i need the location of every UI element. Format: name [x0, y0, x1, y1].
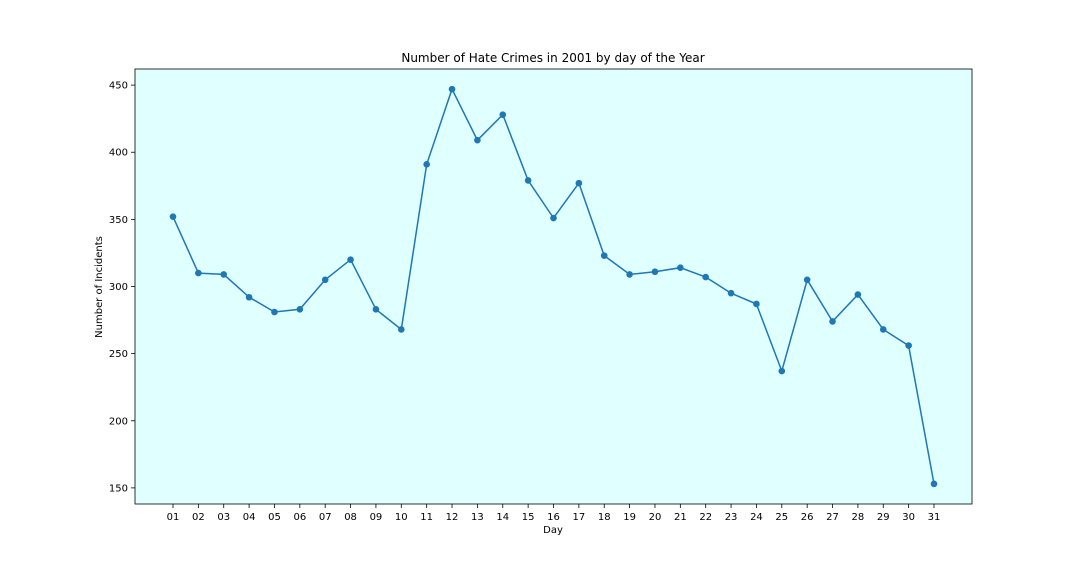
x-tick-label: 06: [293, 512, 306, 523]
y-tick-label: 300: [109, 282, 128, 293]
x-tick-label: 27: [826, 512, 839, 523]
data-point: [550, 214, 557, 222]
x-tick-label: 01: [167, 512, 180, 523]
x-tick-label: 25: [775, 512, 788, 523]
data-point: [626, 271, 633, 278]
x-tick-label: 20: [649, 512, 662, 523]
data-point: [169, 213, 177, 220]
y-tick-label: 450: [109, 81, 128, 92]
data-point: [499, 111, 507, 118]
y-tick-label: 150: [109, 483, 128, 494]
data-point: [296, 306, 304, 313]
x-tick-label: 14: [496, 512, 509, 523]
x-tick-label: 16: [547, 512, 560, 523]
x-tick-label: 03: [217, 512, 230, 523]
x-tick-label: 07: [319, 512, 332, 523]
data-point: [803, 276, 811, 284]
x-tick-label: 09: [370, 512, 383, 523]
y-axis-label: Number of Incidents: [94, 236, 105, 338]
y-tick-label: 350: [109, 215, 128, 226]
data-point: [702, 273, 709, 281]
x-tick-label: 24: [750, 512, 763, 523]
x-tick-label: 22: [699, 512, 712, 523]
data-point: [474, 136, 481, 144]
x-tick-label: 29: [877, 512, 890, 523]
x-tick-label: 02: [192, 512, 205, 523]
x-tick-label: 10: [395, 512, 408, 523]
x-tick-label: 23: [725, 512, 738, 523]
y-axis: 150 200 250 300 350 400 450: [109, 81, 135, 494]
x-tick-label: 04: [243, 512, 256, 523]
x-tick-label: 19: [623, 512, 636, 523]
x-tick-label: 08: [344, 512, 357, 523]
data-point: [677, 264, 684, 272]
data-point: [600, 252, 608, 259]
data-point: [423, 161, 430, 168]
y-tick-label: 250: [109, 349, 128, 360]
x-tick-label: 11: [420, 512, 433, 523]
data-point: [905, 342, 912, 349]
x-tick-label: 28: [852, 512, 865, 523]
x-axis-label: Day: [543, 525, 563, 536]
x-tick-label: 31: [928, 512, 941, 523]
x-tick-label: 12: [446, 512, 459, 523]
data-point: [398, 326, 405, 333]
y-tick-label: 400: [109, 148, 128, 159]
plot-area: [134, 68, 973, 505]
x-tick-label: 18: [598, 512, 611, 523]
x-tick-label: 05: [268, 512, 281, 523]
data-point: [930, 480, 938, 488]
data-point: [879, 326, 887, 333]
data-point: [195, 269, 202, 277]
data-point: [321, 276, 329, 284]
data-point: [753, 300, 760, 308]
chart-title: Number of Hate Crimes in 2001 by day of …: [401, 51, 704, 65]
data-point: [271, 308, 278, 316]
data-point: [245, 293, 253, 301]
data-point: [575, 179, 583, 187]
data-point: [372, 306, 380, 313]
x-tick-label: 17: [572, 512, 585, 523]
data-point: [524, 177, 532, 184]
data-point: [220, 271, 228, 278]
data-point: [347, 256, 354, 263]
data-point: [829, 318, 836, 325]
x-tick-label: 30: [902, 512, 915, 523]
data-point: [448, 85, 456, 93]
x-tick-label: 21: [674, 512, 687, 523]
x-axis: 01 02 03 04 05 06 07 08 09 10 11 12 13 14 15 16 17 18 19 20…: [167, 504, 941, 523]
data-point: [651, 268, 659, 276]
x-tick-label: 15: [522, 512, 535, 523]
x-tick-label: 13: [471, 512, 484, 523]
data-point: [727, 289, 735, 297]
y-tick-label: 200: [109, 416, 128, 427]
data-point: [854, 291, 862, 298]
x-tick-label: 26: [801, 512, 814, 523]
data-point: [778, 367, 786, 375]
series-markers: [169, 85, 938, 488]
